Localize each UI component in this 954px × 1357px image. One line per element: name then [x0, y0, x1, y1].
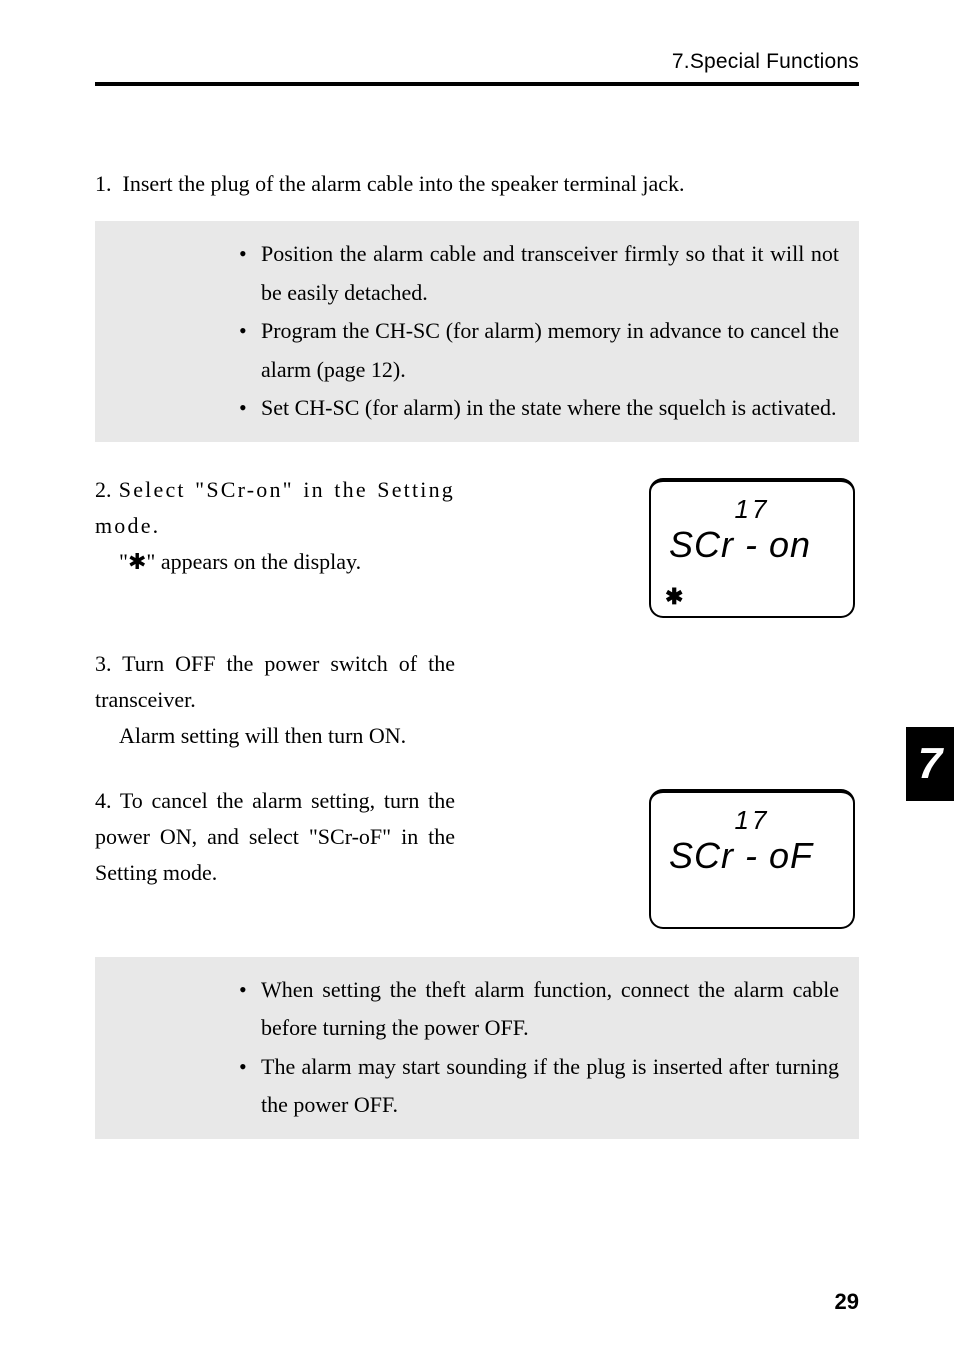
step-4-row: 4. To cancel the alarm setting, turn the… [95, 783, 859, 929]
step-2-num: 2. [95, 477, 112, 502]
lcd1-star-icon: ✱ [665, 584, 683, 610]
note-bottom-item: When setting the theft alarm function, c… [235, 971, 839, 1048]
note-top-item: Position the alarm cable and transceiver… [235, 235, 839, 312]
lcd1-main: SCr - on [669, 526, 835, 564]
lcd2-main: SCr - oF [669, 837, 835, 875]
chapter-tab: 7 [906, 727, 954, 801]
step-1: 1. Insert the plug of the alarm cable in… [95, 166, 859, 201]
asterisk-icon: ✱ [128, 549, 146, 574]
step-3-line2: Alarm setting will then turn ON. [119, 718, 455, 754]
note-top-item: Set CH-SC (for alarm) in the state where… [235, 389, 839, 428]
step-3-line1: Turn OFF the power switch of the transce… [95, 651, 455, 712]
note-box-top: Position the alarm cable and transceiver… [95, 221, 859, 442]
step-1-num: 1. [95, 171, 112, 196]
step-2-line2: "✱" appears on the display. [119, 544, 455, 580]
header-rule [95, 82, 859, 86]
lcd-display-off: 17 SCr - oF [649, 789, 855, 929]
step-4-text: To cancel the alarm setting, turn the po… [95, 788, 455, 886]
lcd-figure-2: 17 SCr - oF [649, 789, 859, 929]
step-2-line2-post: " appears on the display. [146, 549, 361, 574]
step-1-text: Insert the plug of the alarm cable into … [123, 171, 685, 196]
note-box-bottom: When setting the theft alarm function, c… [95, 957, 859, 1139]
lcd-figure-1: 17 SCr - on ✱ [649, 478, 859, 618]
step-2-row: 2. Select "SCr-on" in the Setting mode. … [95, 472, 859, 618]
step-3-row: 3. Turn OFF the power switch of the tran… [95, 646, 859, 755]
lcd1-top: 17 [669, 496, 835, 522]
lcd-display-on: 17 SCr - on ✱ [649, 478, 855, 618]
step-4-text-col: 4. To cancel the alarm setting, turn the… [95, 783, 455, 892]
step-2-text-col: 2. Select "SCr-on" in the Setting mode. … [95, 472, 455, 581]
note-top-item: Program the CH-SC (for alarm) memory in … [235, 312, 839, 389]
step-3-text-col: 3. Turn OFF the power switch of the tran… [95, 646, 455, 755]
step-2-line2-pre: " [119, 549, 128, 574]
step-2-line1: Select "SCr-on" in the Setting mode. [95, 477, 455, 538]
step-4-num: 4. [95, 788, 112, 813]
note-bottom-item: The alarm may start sounding if the plug… [235, 1048, 839, 1125]
header-chapter-title: 7.Special Functions [95, 50, 859, 74]
lcd2-top: 17 [669, 807, 835, 833]
step-3-num: 3. [95, 651, 112, 676]
page-number: 29 [835, 1289, 859, 1315]
page-container: 7.Special Functions 1. Insert the plug o… [0, 0, 954, 1357]
